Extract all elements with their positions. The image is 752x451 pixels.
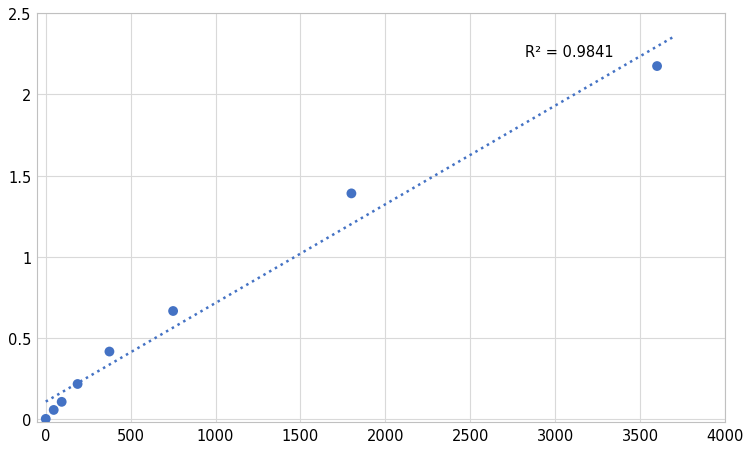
Point [345, 190, 357, 198]
Point [104, 348, 116, 355]
Point [167, 308, 179, 315]
Point [651, 63, 663, 70]
Point [56, 398, 68, 405]
Point [40, 415, 52, 423]
Point [47, 406, 59, 414]
Text: R² = 0.9841: R² = 0.9841 [525, 45, 613, 60]
Point [71, 381, 83, 388]
